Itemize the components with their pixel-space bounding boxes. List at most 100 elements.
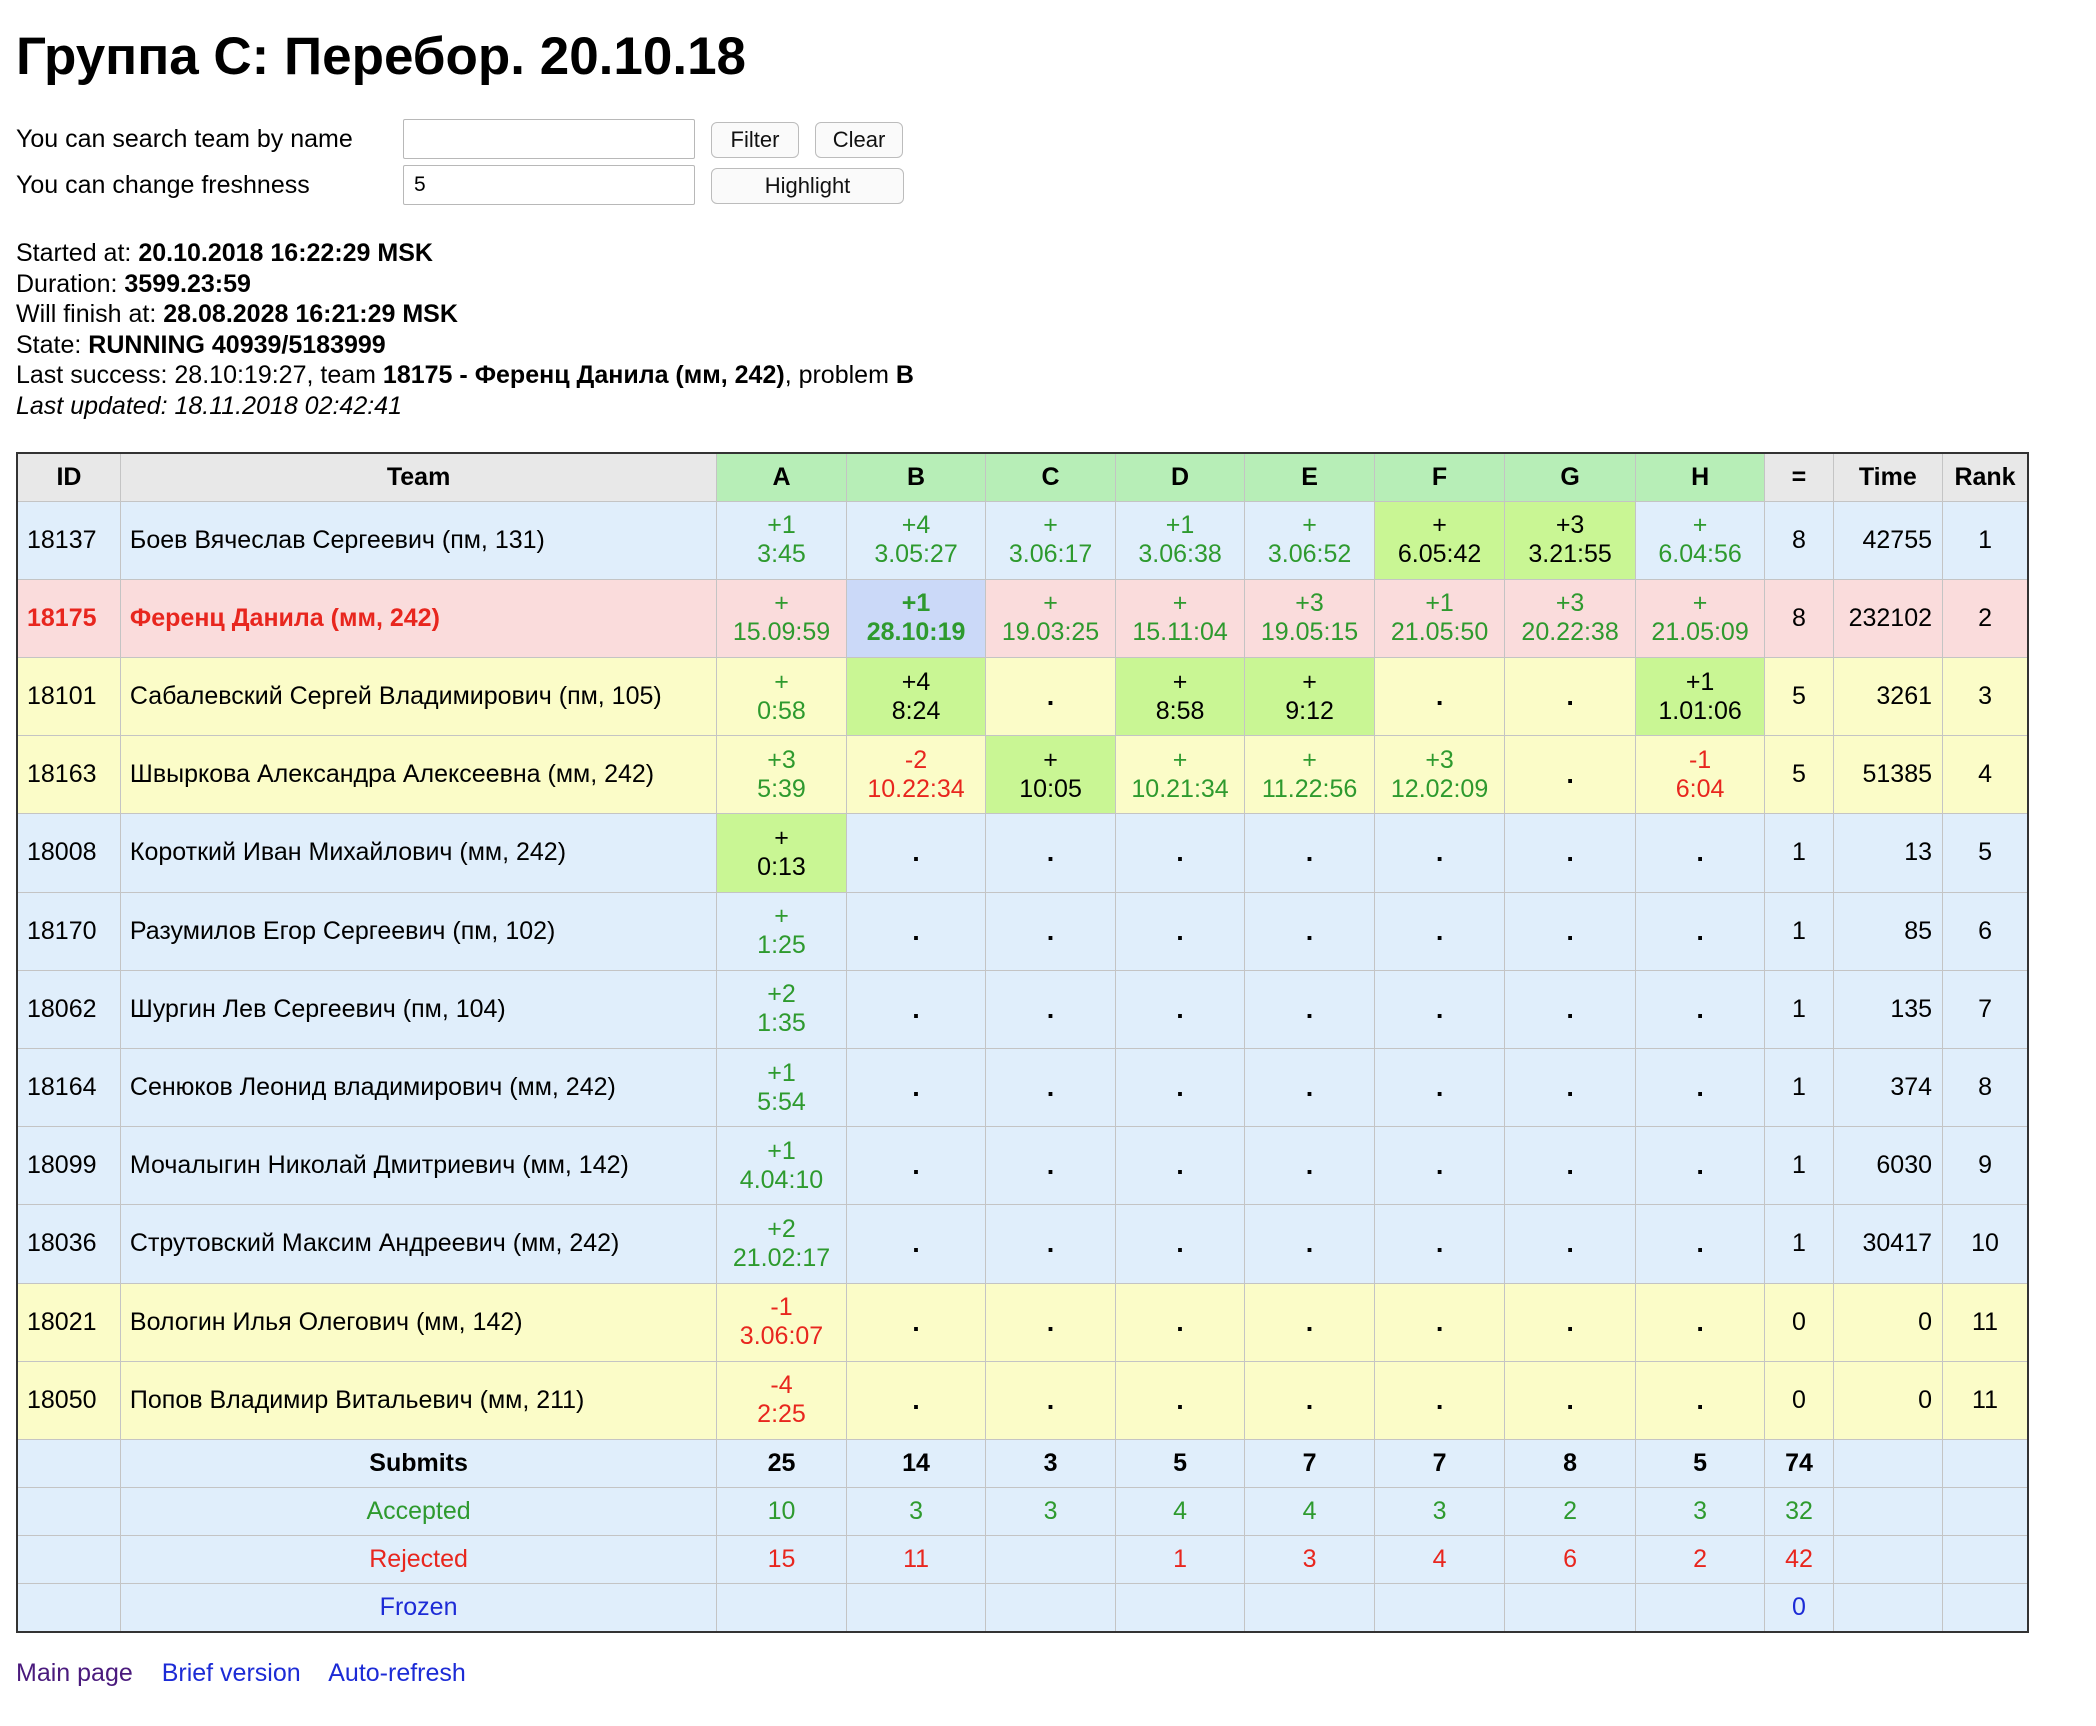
search-input[interactable] xyxy=(403,119,695,159)
result-cell-g: +3 3.21:55 xyxy=(1504,500,1636,580)
attempts: -1 xyxy=(1688,745,1712,774)
table-row[interactable]: 18101 Сабалевский Сергей Владимирович (пм… xyxy=(16,656,2029,737)
result-cell-g: . xyxy=(1504,1282,1636,1362)
result-value: +1 3:45 xyxy=(718,511,846,569)
submit-time: 5:39 xyxy=(757,774,806,803)
main-page-link[interactable]: Main page xyxy=(16,1659,133,1687)
header-problem-c[interactable]: C xyxy=(985,452,1116,502)
table-row[interactable]: 18062 Шургин Лев Сергеевич (пм, 104) +2 1:3… xyxy=(16,969,2029,1049)
team-name: Разумилов Егор Сергеевич (пм, 102) xyxy=(119,891,718,971)
result-value: +10.21:34 xyxy=(1116,746,1244,804)
result-cell-b: . xyxy=(845,969,987,1049)
table-row[interactable]: 18170 Разумилов Егор Сергеевич (пм, 102) +… xyxy=(16,891,2029,971)
header-problem-f[interactable]: F xyxy=(1373,452,1506,502)
summary-rejected-d: 1 xyxy=(1114,1535,1246,1585)
result-value: +4 3.05:27 xyxy=(847,511,985,569)
table-row[interactable]: 18137 Боев Вячеслав Сергеевич (пм, 131) +1… xyxy=(16,500,2029,580)
summary-accepted-h: 3 xyxy=(1634,1487,1766,1537)
solved-count: 1 xyxy=(1764,969,1834,1049)
no-attempt-mark: . xyxy=(1046,1072,1055,1103)
table-row[interactable]: 18021 Вологин Илья Олегович (мм, 142) -1 3.… xyxy=(16,1282,2029,1362)
summary-empty xyxy=(1832,1438,1944,1489)
table-row[interactable]: 18036 Струтовский Максим Андреевич (мм, 2… xyxy=(16,1204,2029,1284)
no-attempt-mark: . xyxy=(1305,837,1314,868)
result-value: +3 19.05:15 xyxy=(1246,589,1374,647)
attempts: +3 xyxy=(1295,589,1324,618)
no-attempt-mark: . xyxy=(1566,993,1574,1024)
rank: 3 xyxy=(1942,656,2029,737)
no-attempt-mark: . xyxy=(1435,993,1444,1024)
result-cell-g: . xyxy=(1504,1204,1636,1284)
submit-time: 19.03:25 xyxy=(1001,618,1100,647)
result-cell-g: . xyxy=(1504,1126,1636,1206)
state-line: State: RUNNING 40939/5183999 xyxy=(16,330,386,359)
attempts: -2 xyxy=(904,745,928,774)
result-cell-c: . xyxy=(985,969,1116,1049)
submit-time: 28.10:19 xyxy=(866,618,966,647)
penalty-time: 51385 xyxy=(1832,735,1944,815)
result-cell-b: . xyxy=(845,1282,987,1362)
result-cell-g: . xyxy=(1504,813,1636,893)
result-cell-h: . xyxy=(1634,1282,1766,1362)
submit-time: 8:24 xyxy=(891,696,941,725)
result-cell-h: . xyxy=(1634,1360,1766,1440)
header-problem-e[interactable]: E xyxy=(1244,452,1375,502)
finish-line: Will finish at: 28.08.2028 16:21:29 MSK xyxy=(16,300,458,328)
team-name: Струтовский Максим Андреевич (мм, 242) xyxy=(119,1204,718,1284)
result-cell-a: +2 1:35 xyxy=(716,969,847,1049)
summary-accepted-total: 32 xyxy=(1764,1487,1834,1537)
brief-version-link[interactable]: Brief version xyxy=(161,1659,301,1687)
attempts: +1 xyxy=(767,1058,796,1087)
solved-count: 1 xyxy=(1764,891,1834,971)
no-attempt-mark: . xyxy=(1435,915,1444,946)
no-attempt-mark: . xyxy=(1435,1384,1444,1415)
result-value: +4 8:24 xyxy=(847,668,985,726)
summary-rejected-h: 2 xyxy=(1634,1535,1766,1585)
freshness-input[interactable] xyxy=(403,165,695,205)
no-attempt-mark: . xyxy=(1696,1072,1704,1103)
result-cell-g: . xyxy=(1504,735,1636,815)
penalty-time: 374 xyxy=(1832,1047,1944,1128)
no-attempt-mark: . xyxy=(1566,1150,1574,1181)
team-name: Сенюков Леонид владимирович (мм, 242) xyxy=(119,1047,718,1128)
header-problem-g[interactable]: G xyxy=(1504,452,1636,502)
header-team: Team xyxy=(119,452,718,502)
result-cell-b: +4 3.05:27 xyxy=(845,500,987,580)
summary-empty xyxy=(1942,1487,2029,1537)
highlight-button[interactable]: Highlight xyxy=(711,168,904,204)
team-id: 18101 xyxy=(16,656,121,737)
no-attempt-mark: . xyxy=(912,1384,920,1415)
table-row[interactable]: 18164 Сенюков Леонид владимирович (мм, 24… xyxy=(16,1047,2029,1128)
summary-empty xyxy=(1942,1535,2029,1585)
attempts: +1 xyxy=(1425,589,1454,618)
result-cell-e: . xyxy=(1244,1204,1375,1284)
filter-button[interactable]: Filter xyxy=(711,122,799,158)
result-cell-c: . xyxy=(985,1282,1116,1362)
result-cell-g: . xyxy=(1504,1047,1636,1128)
no-attempt-mark: . xyxy=(1176,1150,1184,1181)
no-attempt-mark: . xyxy=(1305,1306,1314,1337)
clear-button[interactable]: Clear xyxy=(815,122,903,158)
table-row[interactable]: 18163 Швыркова Александра Алексеевна (мм,… xyxy=(16,735,2029,815)
submit-time: 12.02:09 xyxy=(1390,774,1489,803)
summary-empty xyxy=(16,1438,121,1489)
auto-refresh-link[interactable]: Auto-refresh xyxy=(328,1659,466,1687)
table-row[interactable]: 18008 Короткий Иван Михайлович (мм, 242) +… xyxy=(16,813,2029,893)
summary-frozen-c xyxy=(985,1583,1116,1633)
result-cell-g: . xyxy=(1504,656,1636,737)
submit-time: 4.04:10 xyxy=(739,1165,824,1194)
submit-time: 6.05:42 xyxy=(1397,540,1482,569)
header-problem-d[interactable]: D xyxy=(1114,452,1246,502)
solved-count: 1 xyxy=(1764,1047,1834,1128)
started-line: Started at: 20.10.2018 16:22:29 MSK xyxy=(16,239,433,267)
table-row[interactable]: 18175 Ференц Данила (мм, 242) +15.09:59 +1 2… xyxy=(16,578,2029,658)
header-problem-a[interactable]: A xyxy=(716,452,847,502)
header-problem-h[interactable]: H xyxy=(1634,452,1766,502)
table-row[interactable]: 18099 Мочалыгин Николай Дмитриевич (мм, 1… xyxy=(16,1126,2029,1206)
table-row[interactable]: 18050 Попов Владимир Витальевич (мм, 211)… xyxy=(16,1360,2029,1440)
result-cell-d: . xyxy=(1114,1204,1246,1284)
header-problem-b[interactable]: B xyxy=(845,452,987,502)
result-cell-c: +10:05 xyxy=(985,735,1116,815)
result-value: +3.06:17 xyxy=(987,511,1115,569)
attempts: +1 xyxy=(901,589,931,618)
